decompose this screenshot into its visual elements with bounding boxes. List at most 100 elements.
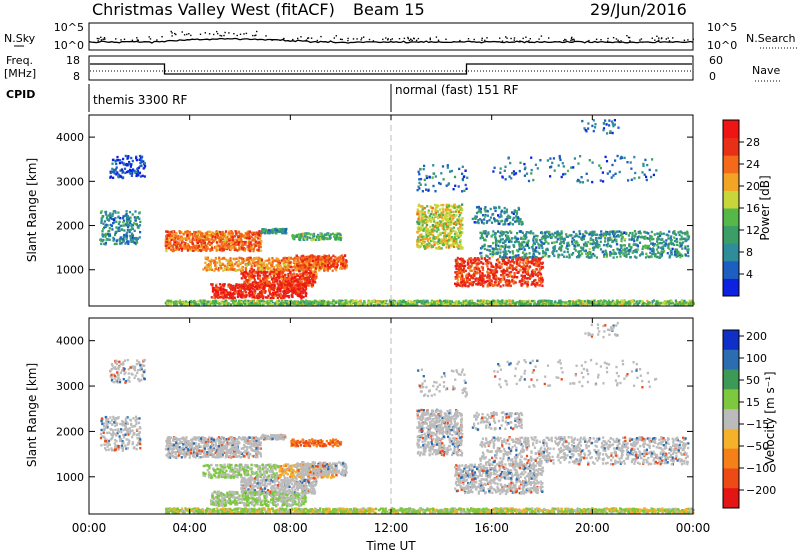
power-point (575, 301, 577, 303)
power-point (312, 281, 314, 283)
power-point (202, 239, 204, 241)
power-point (238, 300, 240, 302)
power-point (205, 257, 207, 259)
power-point (129, 222, 131, 224)
nsearch-point (334, 37, 335, 38)
power-point (424, 211, 426, 213)
power-point (190, 233, 192, 235)
power-point (219, 303, 221, 305)
power-point (254, 271, 256, 273)
power-point (190, 300, 192, 302)
power-point (116, 171, 118, 173)
power-point (217, 288, 219, 290)
power-point (278, 294, 280, 296)
power-point (447, 223, 449, 225)
nsearch-point (564, 39, 565, 40)
nsearch-point (436, 36, 437, 37)
power-point (225, 292, 227, 294)
power-point (445, 209, 447, 211)
power-point (197, 300, 199, 302)
power-point (287, 273, 289, 275)
power-point (180, 231, 182, 233)
power-point (240, 272, 242, 274)
power-point (422, 229, 424, 231)
power-point (109, 227, 111, 229)
power-point (228, 269, 230, 271)
power-point (260, 280, 262, 282)
power-point (298, 288, 300, 290)
power-point (233, 246, 235, 248)
nsearch-point (629, 40, 630, 41)
power-point (232, 285, 234, 287)
power-point (446, 219, 448, 221)
power-point (218, 259, 220, 261)
power-point (277, 290, 279, 292)
nsearch-point (256, 31, 257, 32)
power-point (439, 300, 441, 302)
power-point (219, 263, 221, 265)
power-point (441, 217, 443, 219)
power-point (652, 300, 654, 302)
freq-tick-bottom: 8 (73, 70, 80, 83)
power-point (115, 221, 117, 223)
nsearch-point (407, 37, 408, 38)
power-point (229, 263, 231, 265)
nsearch-point (104, 37, 105, 38)
power-point (245, 285, 247, 287)
power-point (425, 232, 427, 234)
power-point (111, 228, 113, 230)
power-point (294, 277, 296, 279)
nsearch-point (573, 39, 574, 40)
power-point (166, 241, 168, 243)
power-point (116, 166, 118, 168)
power-point (428, 242, 430, 244)
nsearch-point (190, 35, 191, 36)
power-point (203, 246, 205, 248)
nsearch-point (255, 35, 256, 36)
nsearch-point (438, 40, 439, 41)
power-point (449, 300, 451, 302)
power-point (192, 250, 194, 252)
power-point (218, 257, 220, 259)
power-point (329, 235, 331, 237)
power-point (115, 226, 117, 228)
power-point (302, 291, 304, 293)
power-point (426, 243, 428, 245)
power-point (370, 300, 372, 302)
cpid-themis: themis 3300 RF (93, 93, 187, 107)
power-point (302, 270, 304, 272)
power-point (102, 239, 104, 241)
nsearch-point (617, 40, 618, 41)
power-point (249, 250, 251, 252)
nsearch-point (307, 38, 308, 39)
power-point (452, 229, 454, 231)
nsearch-point (481, 40, 482, 41)
power-point (487, 301, 489, 303)
power-point (438, 234, 440, 236)
power-point (461, 203, 463, 205)
power-point (427, 211, 429, 213)
power-point (274, 285, 276, 287)
power-point (240, 239, 242, 241)
power-point (263, 230, 265, 232)
power-point (311, 254, 313, 256)
power-point (131, 175, 133, 177)
power-point (681, 300, 683, 302)
power-point (418, 301, 420, 303)
power-point (248, 241, 250, 243)
nsearch-point (382, 39, 383, 40)
power-point (277, 287, 279, 289)
power-point (429, 226, 431, 228)
power-point (464, 302, 466, 304)
power-point (311, 284, 313, 286)
power-point (128, 229, 130, 231)
power-point (219, 231, 221, 233)
power-point (215, 268, 217, 270)
nsearch-point (412, 40, 413, 41)
nsky-label: N.Sky (4, 32, 36, 45)
power-point (254, 292, 256, 294)
power-point (298, 262, 300, 264)
power-point (230, 303, 232, 305)
power-point (284, 230, 286, 232)
power-point (110, 172, 112, 174)
